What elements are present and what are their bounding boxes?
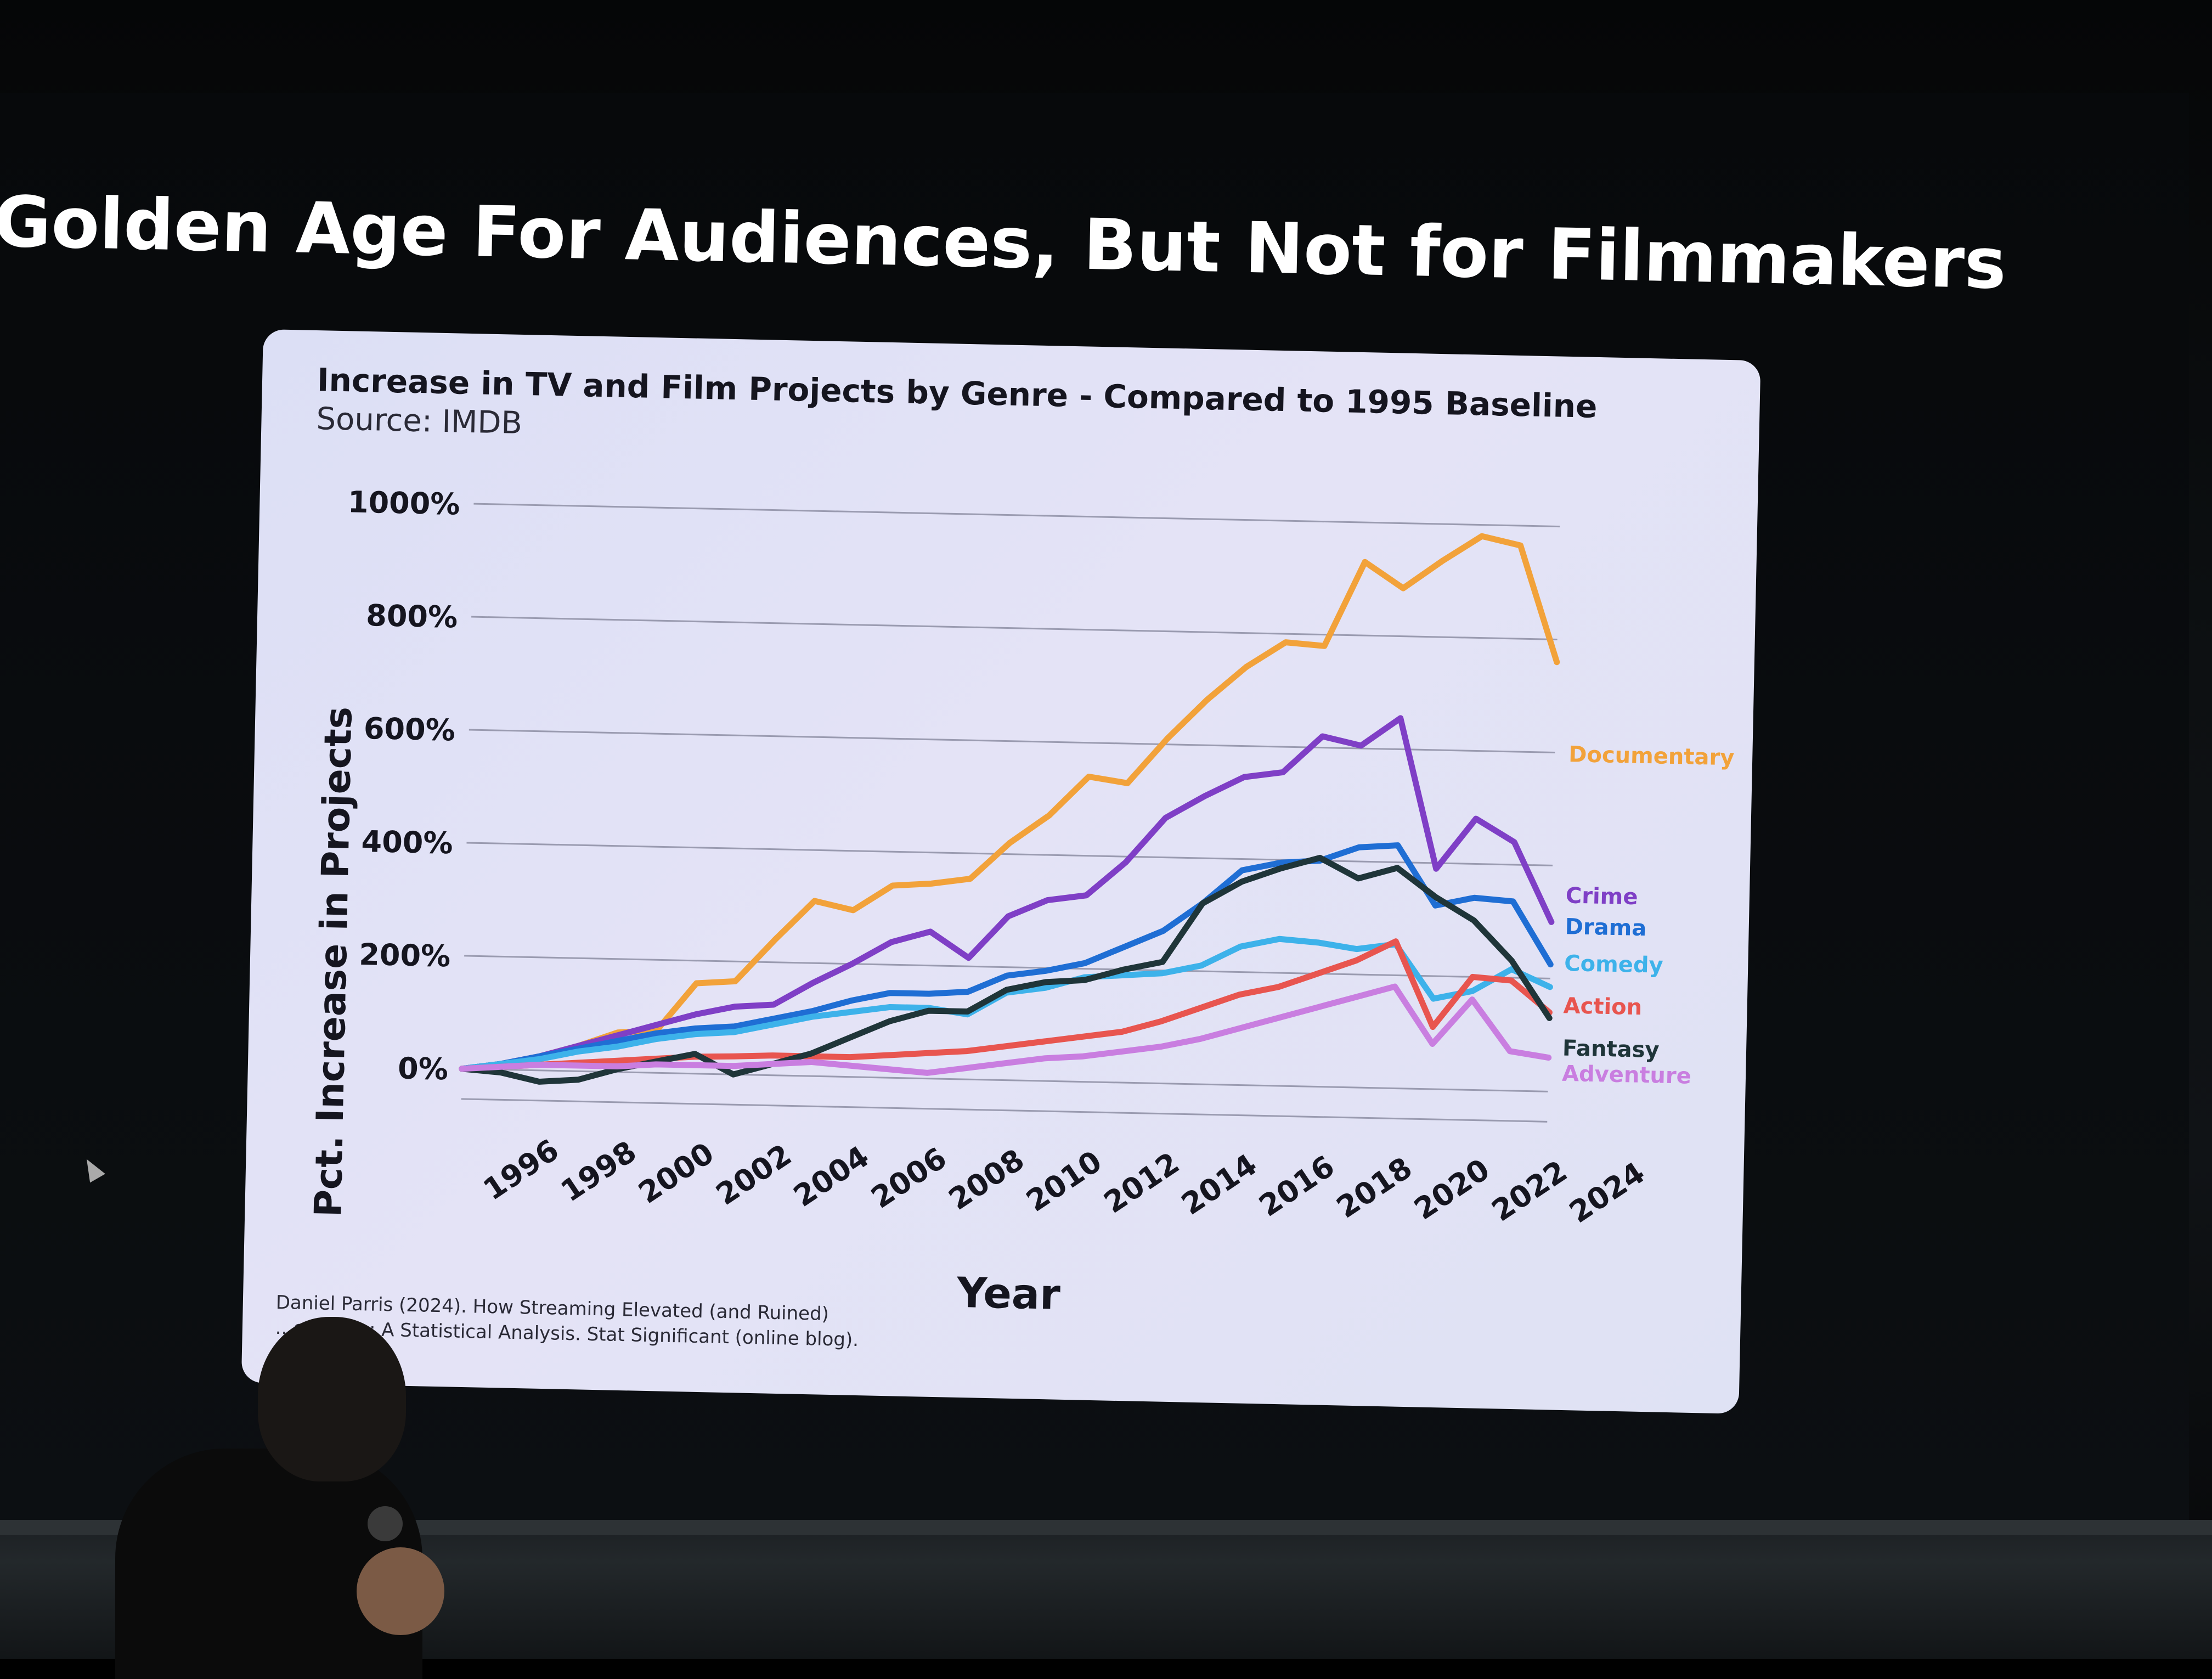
presenter-head [258,1317,406,1481]
x-tick-label: 2000 [633,1136,720,1210]
y-tick-label: 800% [366,598,458,634]
y-axis-ticks: 0% 200% 400% 600% 800% 1000% [347,484,460,1086]
x-tick-label: 2016 [1253,1149,1341,1224]
series-line-crime [459,715,1555,1072]
series-line-drama [459,842,1554,1072]
series-line-adventure [459,983,1552,1076]
x-tick-label: 2024 [1563,1155,1651,1230]
series-label-fantasy: Fantasy [1562,1035,1660,1063]
x-tick-label: 2022 [1486,1153,1573,1228]
series-label-drama: Drama [1565,914,1647,941]
grid-line [471,616,1558,641]
x-tick-label: 2004 [787,1139,875,1214]
series-label-action: Action [1563,993,1642,1020]
x-axis-ticks: 1996199820002002200420062008201020122014… [477,1133,1651,1230]
x-tick-label: 2020 [1408,1152,1496,1226]
x-tick-label: 2002 [710,1137,798,1212]
y-tick-label: 600% [363,711,455,747]
x-tick-label: 2018 [1330,1151,1418,1225]
grid-line [461,1068,1548,1092]
series-label-comedy: Comedy [1564,951,1663,978]
x-tick-label: 2008 [943,1142,1030,1217]
series-line-action [459,938,1553,1072]
y-axis-label: Pct. Increase in Projects [307,706,360,1218]
microphone-icon [368,1506,403,1541]
y-tick-label: 200% [359,937,451,973]
series-lines [459,533,1560,1085]
series-label-adventure: Adventure [1562,1061,1692,1089]
x-axis-label: Year [956,1268,1061,1319]
series-label-crime: Crime [1565,883,1638,910]
grid-line [466,842,1553,866]
x-tick-label: 2014 [1175,1147,1263,1222]
grid-line [464,955,1550,979]
grid-line [461,1098,1548,1123]
x-tick-label: 1998 [555,1134,642,1209]
grid-line [473,503,1560,528]
y-tick-label: 0% [397,1051,448,1086]
chart-card: Increase in TV and Film Projects by Genr… [241,329,1761,1414]
x-tick-label: 2006 [865,1141,953,1215]
presenter-hand [357,1547,444,1635]
x-tick-label: 2012 [1098,1146,1186,1220]
chart-subtitle: Source: IMDB [316,401,523,441]
series-line-documentary [459,533,1560,1072]
series-label-documentary: Documentary [1568,742,1735,770]
line-chart: Increase in TV and Film Projects by Genr… [307,361,1735,1319]
grid-line [469,729,1555,753]
series-labels: Documentary Crime Drama Comedy Action Fantasy… [1562,742,1735,1089]
y-tick-label: 1000% [347,484,460,521]
x-tick-label: 2010 [1020,1144,1108,1219]
y-tick-label: 400% [361,824,453,860]
grid-lines [461,503,1560,1123]
x-tick-label: 1996 [477,1133,565,1207]
